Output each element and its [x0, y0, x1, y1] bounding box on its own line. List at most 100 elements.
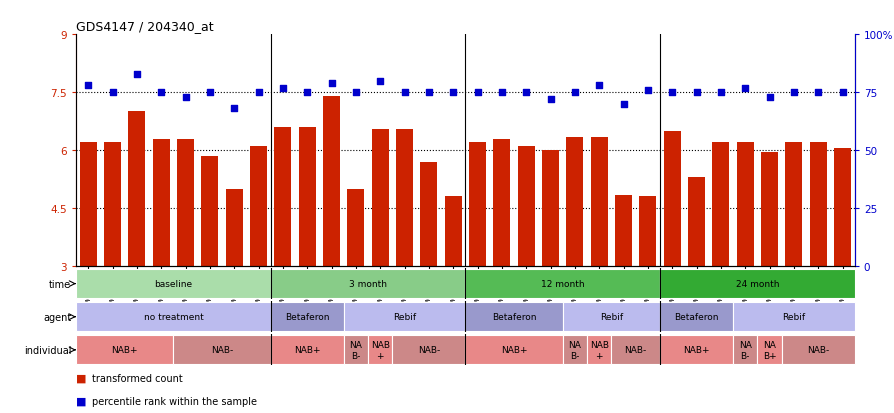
Text: NAB-: NAB- [211, 346, 233, 354]
Text: NAB+: NAB+ [293, 346, 320, 354]
Bar [659, 302, 732, 332]
Bar [274, 128, 291, 266]
Bar [371, 130, 388, 266]
Bar [270, 335, 343, 365]
Bar [270, 269, 465, 299]
Bar [465, 335, 562, 365]
Point [421, 90, 435, 96]
Point [543, 97, 557, 103]
Text: ■: ■ [76, 373, 87, 383]
Point [227, 106, 241, 112]
Bar [638, 197, 655, 266]
Text: NAB-: NAB- [417, 346, 440, 354]
Bar [760, 153, 777, 266]
Bar [611, 335, 659, 365]
Text: NAB
+: NAB + [589, 340, 608, 360]
Bar [104, 143, 121, 266]
Bar [659, 269, 854, 299]
Point [299, 90, 314, 96]
Point [616, 101, 630, 108]
Bar [566, 137, 583, 266]
Text: NAB-: NAB- [624, 346, 646, 354]
Text: NAB
+: NAB + [370, 340, 389, 360]
Bar [586, 335, 611, 365]
Bar [809, 143, 826, 266]
Bar [659, 335, 732, 365]
Text: transformed count: transformed count [92, 373, 182, 383]
Bar [614, 195, 631, 266]
Text: no treatment: no treatment [143, 313, 203, 321]
Bar [173, 335, 270, 365]
Bar [347, 189, 364, 266]
Text: Rebif: Rebif [392, 313, 416, 321]
Point [640, 87, 654, 94]
Text: Betaferon: Betaferon [673, 313, 718, 321]
Bar [76, 302, 270, 332]
Point [470, 90, 485, 96]
Point [203, 90, 217, 96]
Bar [465, 269, 659, 299]
Text: 12 month: 12 month [540, 280, 584, 288]
Bar [76, 269, 270, 299]
Point [810, 90, 824, 96]
Text: Betaferon: Betaferon [284, 313, 329, 321]
Bar [128, 112, 145, 266]
Bar [343, 335, 367, 365]
Bar [177, 139, 194, 266]
Bar [444, 197, 461, 266]
Point [567, 90, 581, 96]
Bar [542, 151, 559, 266]
Text: ■: ■ [76, 396, 87, 406]
Bar [736, 143, 753, 266]
Text: 24 month: 24 month [735, 280, 779, 288]
Point [519, 90, 533, 96]
Bar [249, 147, 266, 266]
Point [445, 90, 460, 96]
Text: NA
B+: NA B+ [762, 340, 775, 360]
Bar [225, 189, 242, 266]
Bar [590, 137, 607, 266]
Bar [562, 335, 586, 365]
Bar [392, 335, 465, 365]
Bar [465, 302, 562, 332]
Point [130, 71, 144, 78]
Point [275, 85, 290, 92]
Text: NA
B-: NA B- [738, 340, 751, 360]
Point [349, 90, 363, 96]
Text: individual: individual [23, 345, 72, 355]
Text: Rebif: Rebif [599, 313, 622, 321]
Point [154, 90, 168, 96]
Point [494, 90, 509, 96]
Bar [780, 335, 854, 365]
Bar [299, 128, 316, 266]
Text: baseline: baseline [154, 280, 192, 288]
Text: 3 month: 3 month [349, 280, 386, 288]
Text: NAB+: NAB+ [682, 346, 709, 354]
Bar [756, 335, 780, 365]
Point [786, 90, 800, 96]
Point [81, 83, 96, 89]
Point [105, 90, 120, 96]
Bar [493, 139, 510, 266]
Point [592, 83, 606, 89]
Bar [732, 302, 854, 332]
Bar [76, 335, 173, 365]
Bar [663, 131, 680, 266]
Point [713, 90, 727, 96]
Point [324, 81, 338, 87]
Point [373, 78, 387, 85]
Point [688, 90, 703, 96]
Bar [80, 143, 97, 266]
Point [738, 85, 752, 92]
Bar [367, 335, 392, 365]
Bar [396, 130, 413, 266]
Text: Rebif: Rebif [781, 313, 805, 321]
Point [834, 90, 848, 96]
Bar [201, 157, 218, 266]
Bar [712, 143, 729, 266]
Point [251, 90, 266, 96]
Text: NA
B-: NA B- [349, 340, 362, 360]
Bar [343, 302, 465, 332]
Text: Betaferon: Betaferon [492, 313, 536, 321]
Point [397, 90, 411, 96]
